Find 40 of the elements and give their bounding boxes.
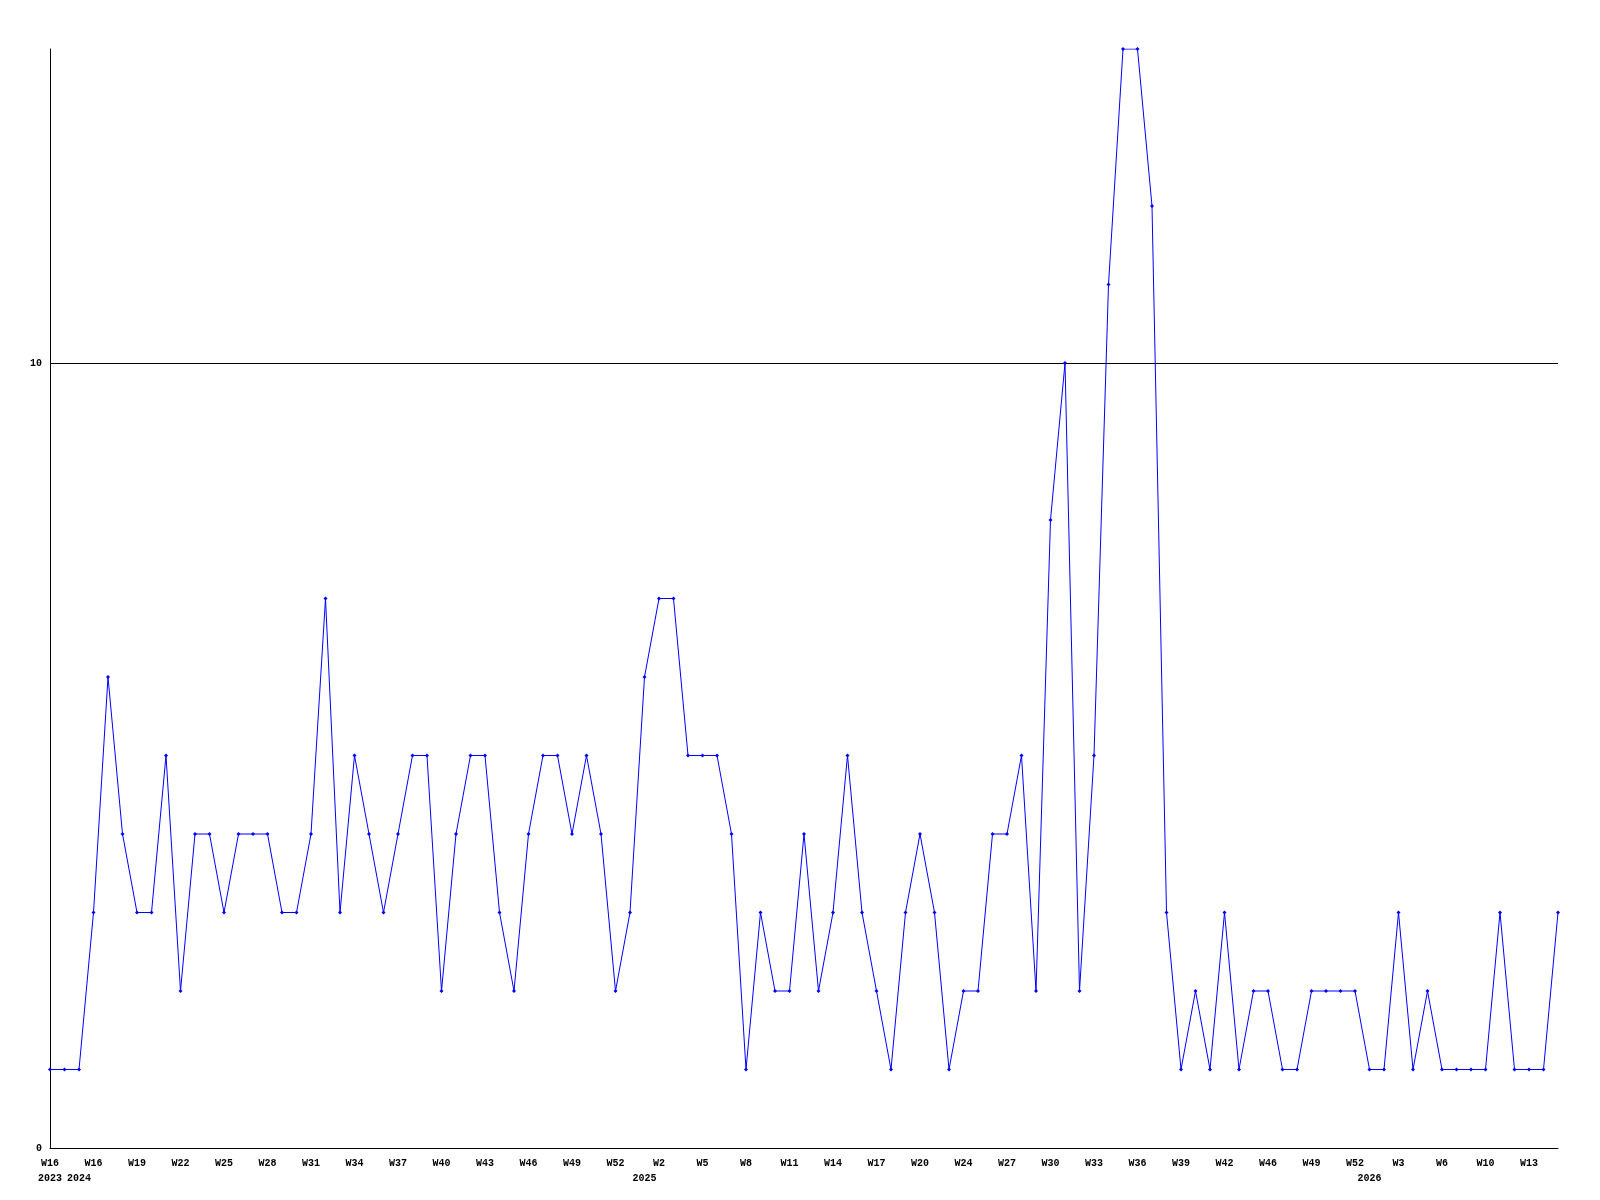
x-tick-label: W2: [652, 1158, 666, 1169]
x-tick-label: W52: [606, 1158, 625, 1169]
x-tick-label: W40: [432, 1158, 451, 1169]
x-tick-label: W36: [1128, 1158, 1147, 1169]
x-tick-label: W24: [954, 1158, 973, 1169]
x-tick-label: W17: [867, 1158, 886, 1169]
x-tick-label: W31: [301, 1158, 321, 1169]
x-tick-label: W46: [1258, 1158, 1278, 1169]
x-tick-label: W34: [345, 1158, 364, 1169]
x-tick-label: W42: [1215, 1158, 1234, 1169]
x-tick-label: W16: [84, 1158, 103, 1169]
x-tick-label: W11: [780, 1158, 799, 1169]
x-tick-label: W33: [1084, 1158, 1104, 1169]
x-tick-label: W16 2023: [37, 1158, 63, 1184]
x-tick-label: W46: [519, 1158, 538, 1169]
y-tick-label: 0: [35, 1142, 42, 1154]
x-tick-label: W13: [1519, 1158, 1539, 1169]
x-tick-label: W3: [1392, 1158, 1405, 1169]
x-tick-label: W49: [1302, 1158, 1321, 1169]
x-tick-label: W20: [910, 1158, 930, 1169]
x-tick-label: W52: [1345, 1158, 1365, 1169]
x-tick-label: W5: [696, 1158, 709, 1169]
x-tick-label: W10: [1476, 1158, 1495, 1169]
x-tick-label: W8: [739, 1158, 753, 1169]
x-tick-label: W30: [1041, 1158, 1060, 1169]
x-tick-label: W25: [214, 1158, 234, 1169]
x-tick-label: W43: [475, 1158, 495, 1169]
x-tick-label: W28: [258, 1158, 277, 1169]
x-tick-label: 2024: [66, 1173, 92, 1184]
x-tick-label: W39: [1171, 1158, 1191, 1169]
x-tick-label: 2025: [632, 1173, 657, 1184]
x-tick-label: W6: [1435, 1158, 1449, 1169]
x-tick-label: W19: [127, 1158, 147, 1169]
x-tick-label: W49: [562, 1158, 582, 1169]
x-tick-label: W37: [388, 1158, 408, 1169]
x-tick-label: 2026: [1357, 1173, 1382, 1184]
y-tick-label: 10: [29, 357, 42, 369]
x-tick-label: W27: [997, 1158, 1017, 1169]
x-tick-label: W22: [171, 1158, 190, 1169]
x-tick-label: W14: [823, 1158, 843, 1169]
